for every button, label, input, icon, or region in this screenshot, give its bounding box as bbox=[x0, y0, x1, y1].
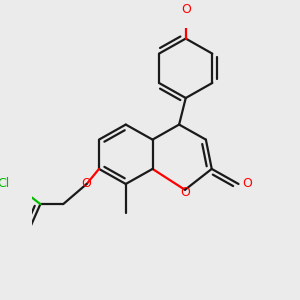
Text: O: O bbox=[82, 178, 92, 190]
Text: O: O bbox=[242, 178, 252, 190]
Text: O: O bbox=[181, 3, 191, 16]
Text: Cl: Cl bbox=[0, 178, 10, 190]
Text: O: O bbox=[180, 186, 190, 199]
